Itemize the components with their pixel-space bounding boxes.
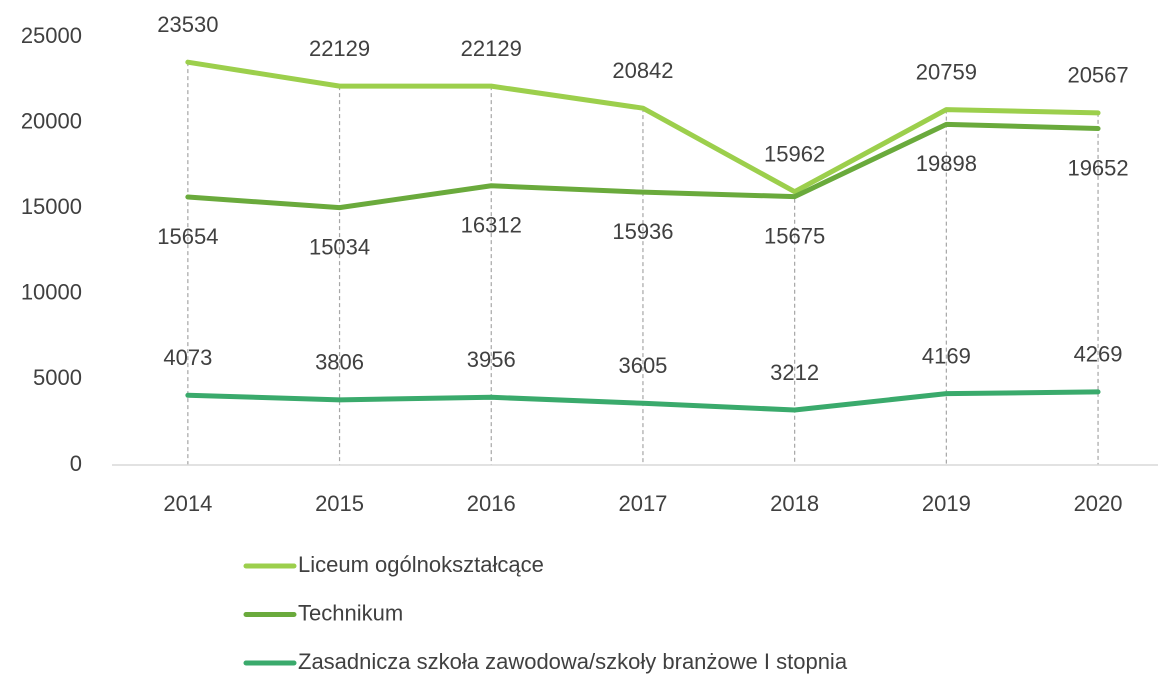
y-tick-label: 5000 [33,365,82,390]
series-line [185,121,1101,211]
legend-label: Liceum ogólnokształcące [298,552,544,577]
y-tick-label: 15000 [21,194,82,219]
data-label: 4269 [1074,342,1123,367]
data-label: 15034 [309,234,370,259]
data-label: 22129 [309,36,370,61]
x-tick-label: 2020 [1074,491,1123,516]
series-line [185,389,1101,413]
data-label: 20567 [1067,63,1128,88]
data-label: 20842 [612,58,673,83]
data-label: 4169 [922,343,971,368]
data-label: 19652 [1067,155,1128,180]
data-label: 20759 [916,59,977,84]
x-tick-label: 2018 [770,491,819,516]
data-label: 3212 [770,360,819,385]
x-tick-label: 2017 [618,491,667,516]
data-label: 15962 [764,142,825,167]
legend-label: Zasadnicza szkoła zawodowa/szkoły branżo… [298,649,848,674]
x-tick-label: 2014 [163,491,212,516]
data-label: 22129 [461,36,522,61]
series-line [185,59,1101,195]
x-tick-label: 2016 [467,491,516,516]
x-tick-label: 2015 [315,491,364,516]
data-label: 15675 [764,223,825,248]
data-label: 19898 [916,151,977,176]
y-tick-label: 20000 [21,108,82,133]
x-tick-label: 2019 [922,491,971,516]
y-tick-label: 10000 [21,280,82,305]
data-label: 3605 [618,353,667,378]
legend-label: Technikum [298,600,403,625]
data-label: 15936 [612,219,673,244]
data-label: 3806 [315,350,364,375]
data-label: 15654 [157,224,218,249]
y-tick-label: 25000 [21,23,82,48]
data-label: 3956 [467,347,516,372]
data-label: 16312 [461,213,522,238]
y-tick-label: 0 [70,451,82,476]
data-label: 4073 [163,345,212,370]
data-label: 23530 [157,12,218,37]
